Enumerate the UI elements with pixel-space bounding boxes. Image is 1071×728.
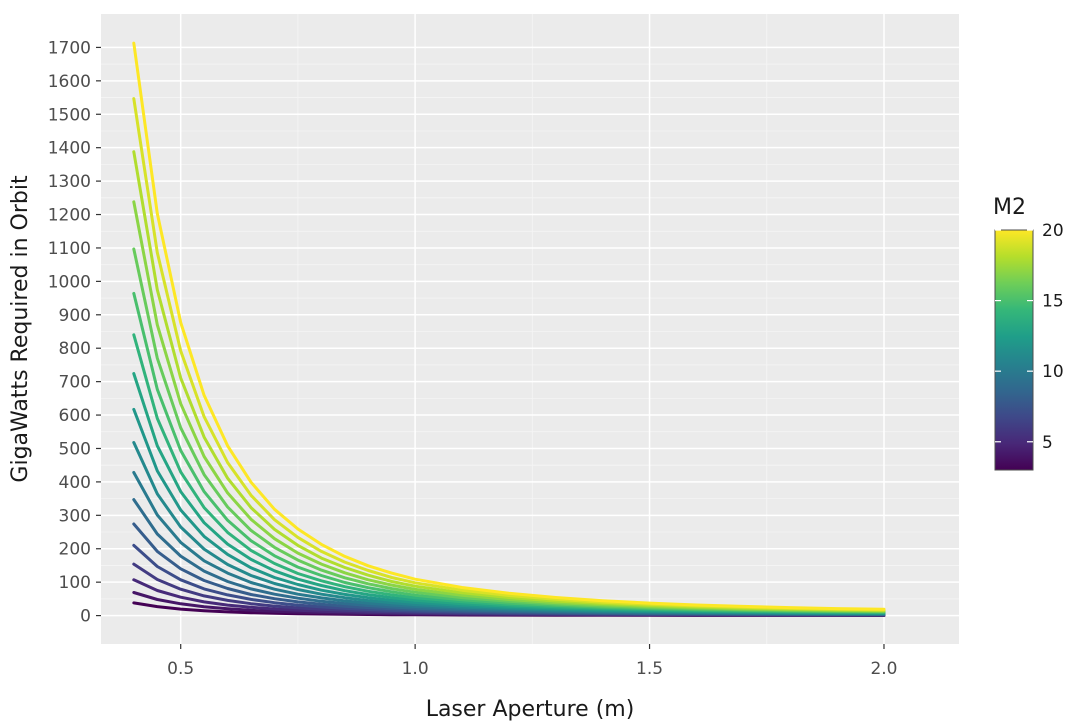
x-tick-label: 1.0 — [402, 659, 429, 679]
y-tick-label: 900 — [59, 306, 91, 326]
colorbar-legend: M2 5 10 15 20 — [993, 195, 1064, 471]
legend-title: M2 — [993, 195, 1026, 220]
y-tick-label: 100 — [59, 573, 91, 593]
y-tick-label: 600 — [59, 406, 91, 426]
y-axis: 0 100 200 300 400 500 600 700 800 900 1000 1100 1200… — [48, 38, 101, 627]
y-tick-label: 400 — [59, 473, 91, 493]
y-tick-label: 1400 — [48, 139, 91, 159]
x-tick-label: 0.5 — [167, 659, 194, 679]
x-axis: 0.5 1.0 1.5 2.0 — [167, 644, 898, 679]
y-tick-label: 0 — [80, 607, 91, 627]
y-tick-label: 200 — [59, 540, 91, 560]
colorbar-tick-label: 15 — [1042, 292, 1064, 312]
colorbar-tick-label: 20 — [1042, 221, 1064, 241]
colorbar-tick-label: 10 — [1042, 362, 1064, 382]
y-tick-label: 800 — [59, 339, 91, 359]
series-lines — [132, 41, 886, 617]
y-tick-label: 1200 — [48, 206, 91, 226]
y-tick-label: 1500 — [48, 105, 91, 125]
series-line-m2-20 — [132, 41, 886, 611]
y-tick-label: 1700 — [48, 38, 91, 58]
y-tick-label: 700 — [59, 373, 91, 393]
y-tick-label: 1000 — [48, 272, 91, 292]
y-tick-label: 1100 — [48, 239, 91, 259]
colorbar-tick-label: 5 — [1042, 433, 1053, 453]
y-tick-label: 500 — [59, 439, 91, 459]
x-tick-label: 2.0 — [870, 659, 897, 679]
plot-panel — [101, 14, 959, 644]
y-tick-label: 1600 — [48, 72, 91, 92]
colorbar — [994, 229, 1034, 471]
x-tick-label: 1.5 — [636, 659, 663, 679]
y-tick-label: 1300 — [48, 172, 91, 192]
minor-gridlines — [101, 14, 959, 644]
x-axis-title: Laser Aperture (m) — [426, 697, 635, 722]
colorbar-ticks: 5 10 15 20 — [995, 221, 1064, 453]
y-axis-title: GigaWatts Required in Orbit — [8, 175, 33, 483]
y-tick-label: 300 — [59, 506, 91, 526]
